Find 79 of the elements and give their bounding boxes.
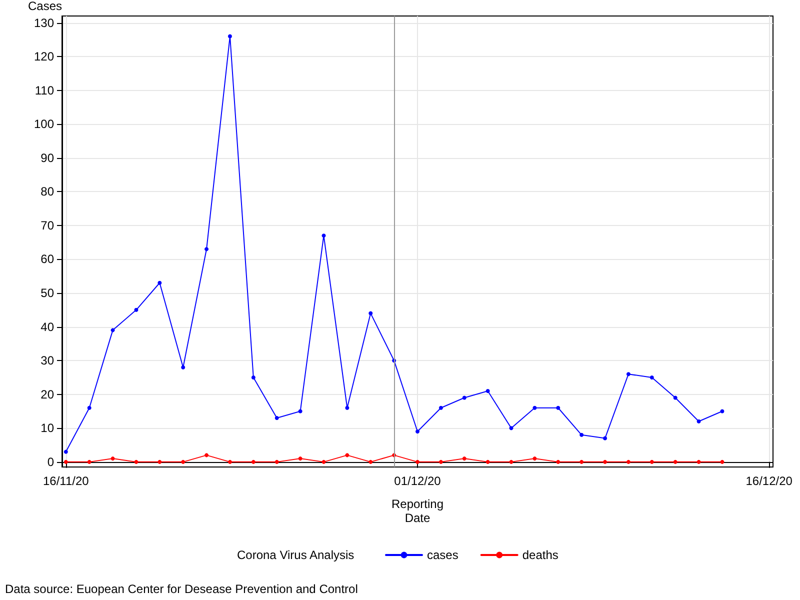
point [650, 460, 654, 464]
x-tick-label: 01/12/20 [394, 474, 442, 488]
point [181, 365, 186, 370]
y-tick-label: 10 [40, 421, 54, 436]
y-tick-label: 70 [40, 218, 54, 232]
point [181, 460, 186, 464]
point [322, 234, 326, 238]
point [204, 453, 209, 458]
x-axis-title: Reporting Date [391, 497, 444, 525]
y-tick-label: 110 [34, 83, 54, 98]
point [462, 396, 466, 400]
x-tick-label: 16/11/20 [42, 474, 90, 488]
point [438, 460, 443, 464]
legend-label: deaths [522, 548, 558, 562]
point [462, 456, 466, 461]
y-tick-label: 30 [40, 354, 54, 368]
point [110, 456, 115, 461]
point [438, 406, 443, 410]
point [673, 460, 678, 464]
point [603, 436, 608, 440]
y-tick-label: 90 [40, 150, 54, 165]
point [298, 456, 302, 461]
point [134, 308, 138, 312]
point [532, 406, 537, 410]
point [416, 430, 420, 434]
y-tick-label: 80 [40, 184, 54, 199]
point [603, 460, 608, 464]
point [580, 460, 584, 464]
point [110, 328, 115, 332]
y-tick-label: 120 [34, 50, 54, 64]
y-tick-label: 20 [40, 387, 54, 402]
y-tick-label: 50 [40, 286, 54, 300]
point [580, 432, 584, 437]
point [626, 460, 630, 464]
point [626, 372, 630, 376]
point [64, 450, 68, 454]
point [251, 460, 256, 464]
point [696, 419, 701, 424]
y-tick-label: 40 [40, 320, 54, 334]
point [509, 460, 514, 464]
point [345, 406, 350, 410]
point [87, 460, 92, 464]
point [532, 456, 537, 461]
source-note: Data source: Euopean Center for Desease Prevention and Control [5, 582, 358, 596]
point [345, 453, 350, 458]
point [509, 426, 514, 430]
point [368, 311, 373, 316]
point [416, 460, 420, 464]
y-tick-label: 60 [40, 252, 54, 266]
point [696, 460, 701, 464]
x-tick-label: 16/12/20 [746, 474, 793, 488]
legend-label: cases [427, 548, 458, 562]
point [650, 375, 654, 380]
y-tick-label: 0 [47, 454, 54, 469]
legend-title: Corona Virus Analysis [237, 548, 354, 562]
point [87, 406, 92, 410]
point [368, 460, 373, 464]
point [274, 416, 279, 420]
point [298, 409, 302, 414]
point [228, 34, 232, 38]
point [158, 280, 162, 285]
point [64, 460, 68, 464]
y-axis-title: Cases [28, 0, 62, 13]
point [720, 460, 724, 464]
point [228, 460, 232, 464]
point [134, 460, 138, 464]
y-tick-label: 100 [34, 117, 54, 132]
point [720, 409, 724, 414]
point [556, 406, 560, 410]
point [251, 375, 256, 380]
point [556, 460, 560, 464]
point [486, 460, 490, 464]
point [486, 388, 490, 393]
point [673, 396, 678, 400]
y-tick-label: 130 [34, 16, 54, 30]
point [158, 460, 162, 464]
point [322, 460, 326, 464]
point [204, 247, 209, 252]
point [274, 460, 279, 464]
